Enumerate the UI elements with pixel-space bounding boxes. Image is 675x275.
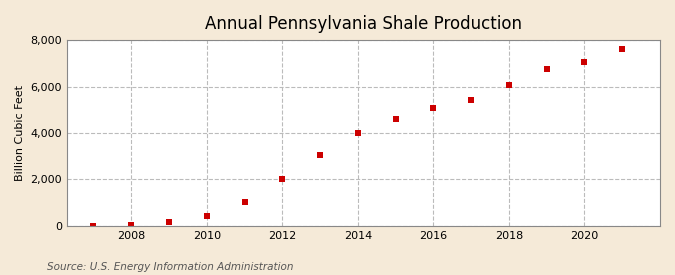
Title: Annual Pennsylvania Shale Production: Annual Pennsylvania Shale Production [205, 15, 522, 33]
Y-axis label: Billion Cubic Feet: Billion Cubic Feet [15, 85, 25, 181]
Text: Source: U.S. Energy Information Administration: Source: U.S. Energy Information Administ… [47, 262, 294, 272]
